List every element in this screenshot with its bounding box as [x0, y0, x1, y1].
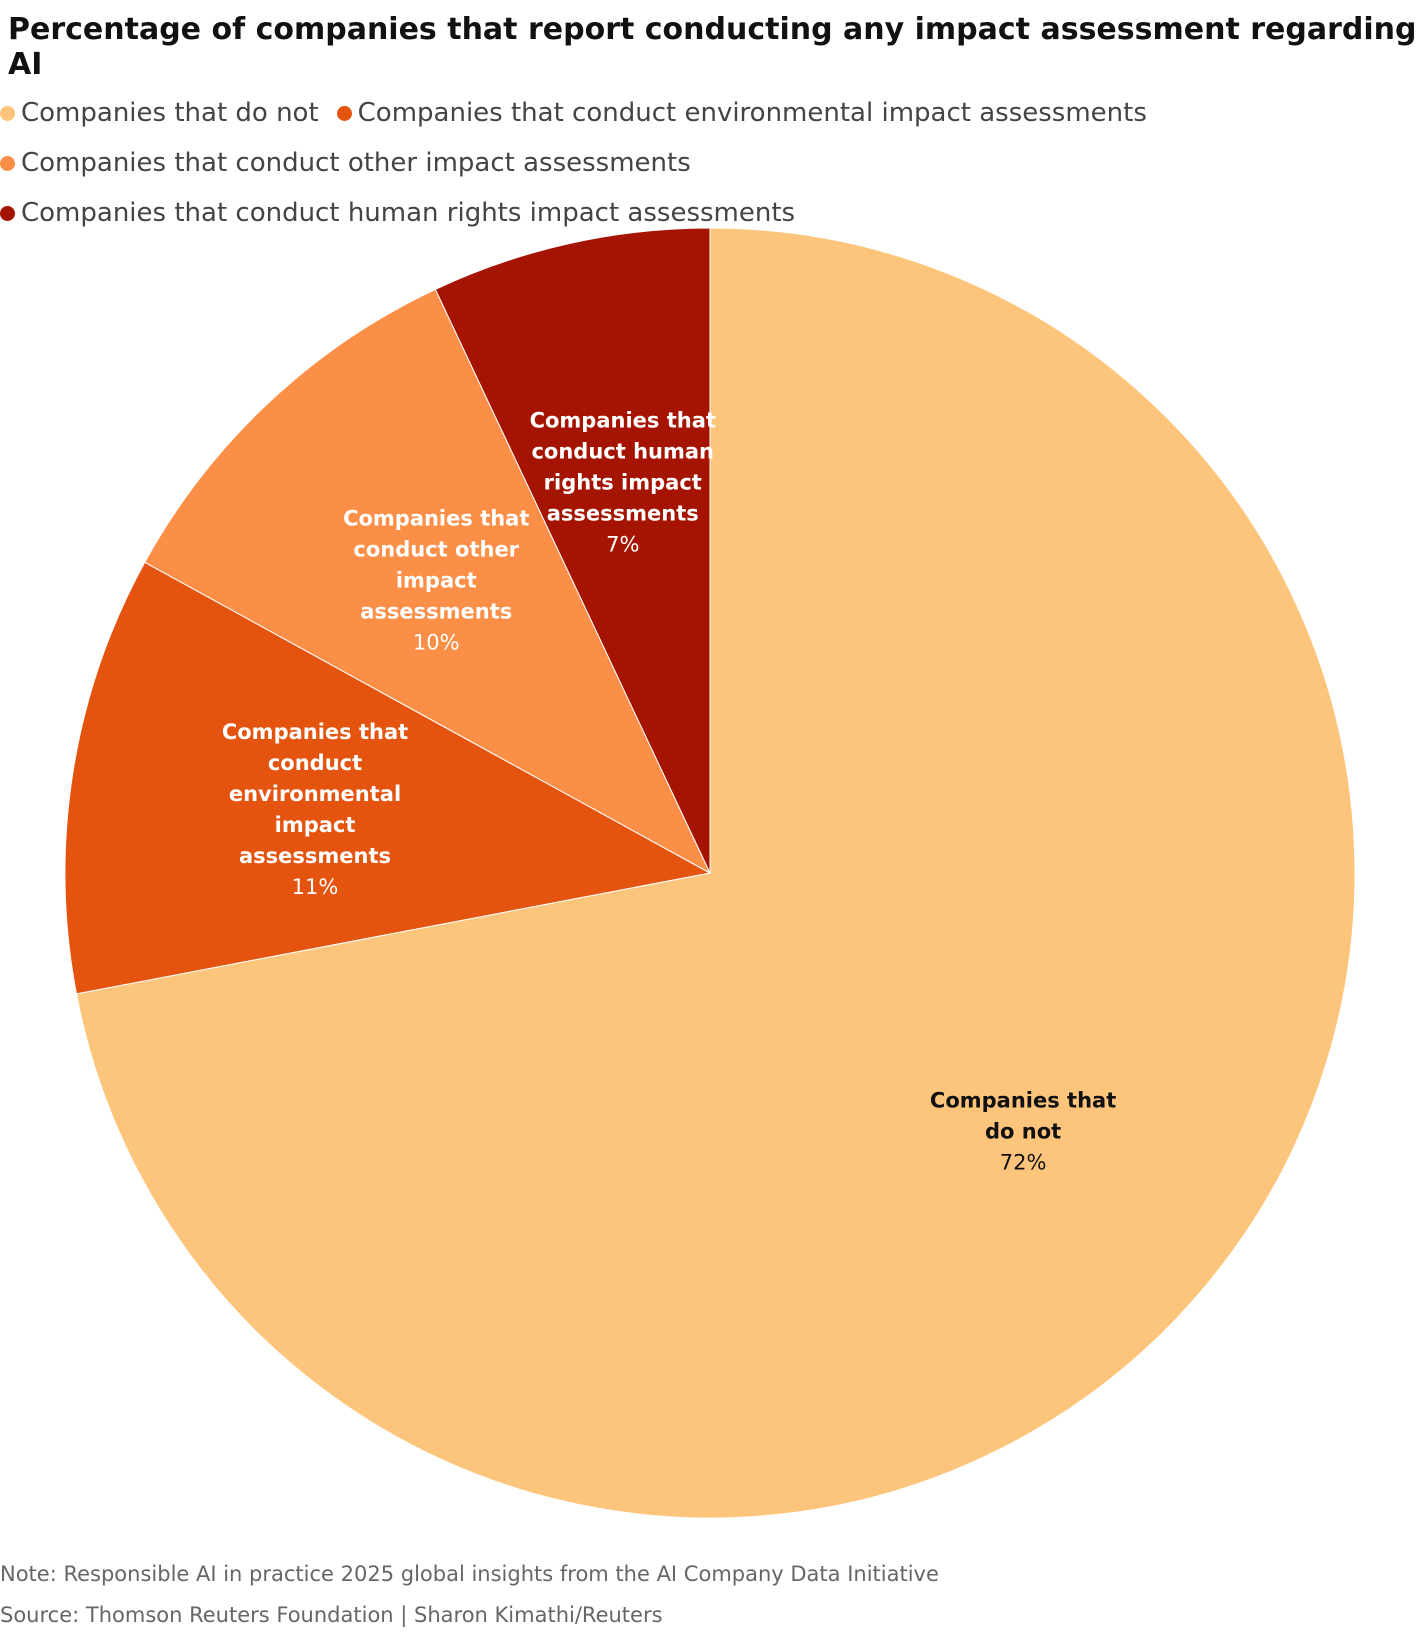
pie-slice [144, 288, 712, 875]
slice-value: 10% [412, 630, 460, 655]
slice-label: Companies that conduct human rights impa… [518, 405, 728, 560]
pie-slice [64, 561, 712, 995]
legend-swatch [336, 106, 352, 121]
slice-name: Companies that conduct environmental imp… [221, 720, 409, 869]
slice-value: 7% [606, 532, 640, 557]
legend-swatch [0, 206, 15, 221]
chart-title: Percentage of companies that report cond… [8, 12, 1417, 82]
legend-entry: Companies that conduct human rights impa… [0, 188, 795, 238]
legend-label: Companies that conduct other impact asse… [21, 148, 691, 178]
slice-value: 72% [999, 1150, 1047, 1175]
legend-entry: Companies that conduct environmental imp… [336, 88, 1147, 138]
slice-name: Companies that conduct other impact asse… [343, 506, 530, 624]
pie-slice [75, 227, 1356, 1519]
legend-entry: Companies that conduct other impact asse… [0, 138, 691, 188]
note: Note: Responsible AI in practice 2025 gl… [0, 1562, 939, 1586]
slice-value: 11% [291, 875, 339, 900]
slice-name: Companies that conduct human rights impa… [529, 408, 716, 526]
slice-label: Companies that do not 72% [918, 1086, 1128, 1179]
legend-swatch [0, 156, 15, 171]
slice-label: Companies that conduct other impact asse… [331, 504, 541, 659]
pie-slice [434, 227, 711, 874]
legend-label: Companies that conduct environmental imp… [357, 98, 1147, 128]
legend-label: Companies that do not [21, 98, 319, 128]
source: Source: Thomson Reuters Foundation | Sha… [0, 1603, 663, 1627]
legend-swatch [0, 106, 15, 121]
legend: Companies that do not Companies that cond… [0, 88, 1400, 238]
legend-label: Companies that conduct human rights impa… [21, 198, 796, 228]
slice-name: Companies that do not [929, 1088, 1117, 1144]
slice-label: Companies that conduct environmental imp… [210, 717, 420, 903]
legend-entry: Companies that do not [0, 88, 319, 138]
